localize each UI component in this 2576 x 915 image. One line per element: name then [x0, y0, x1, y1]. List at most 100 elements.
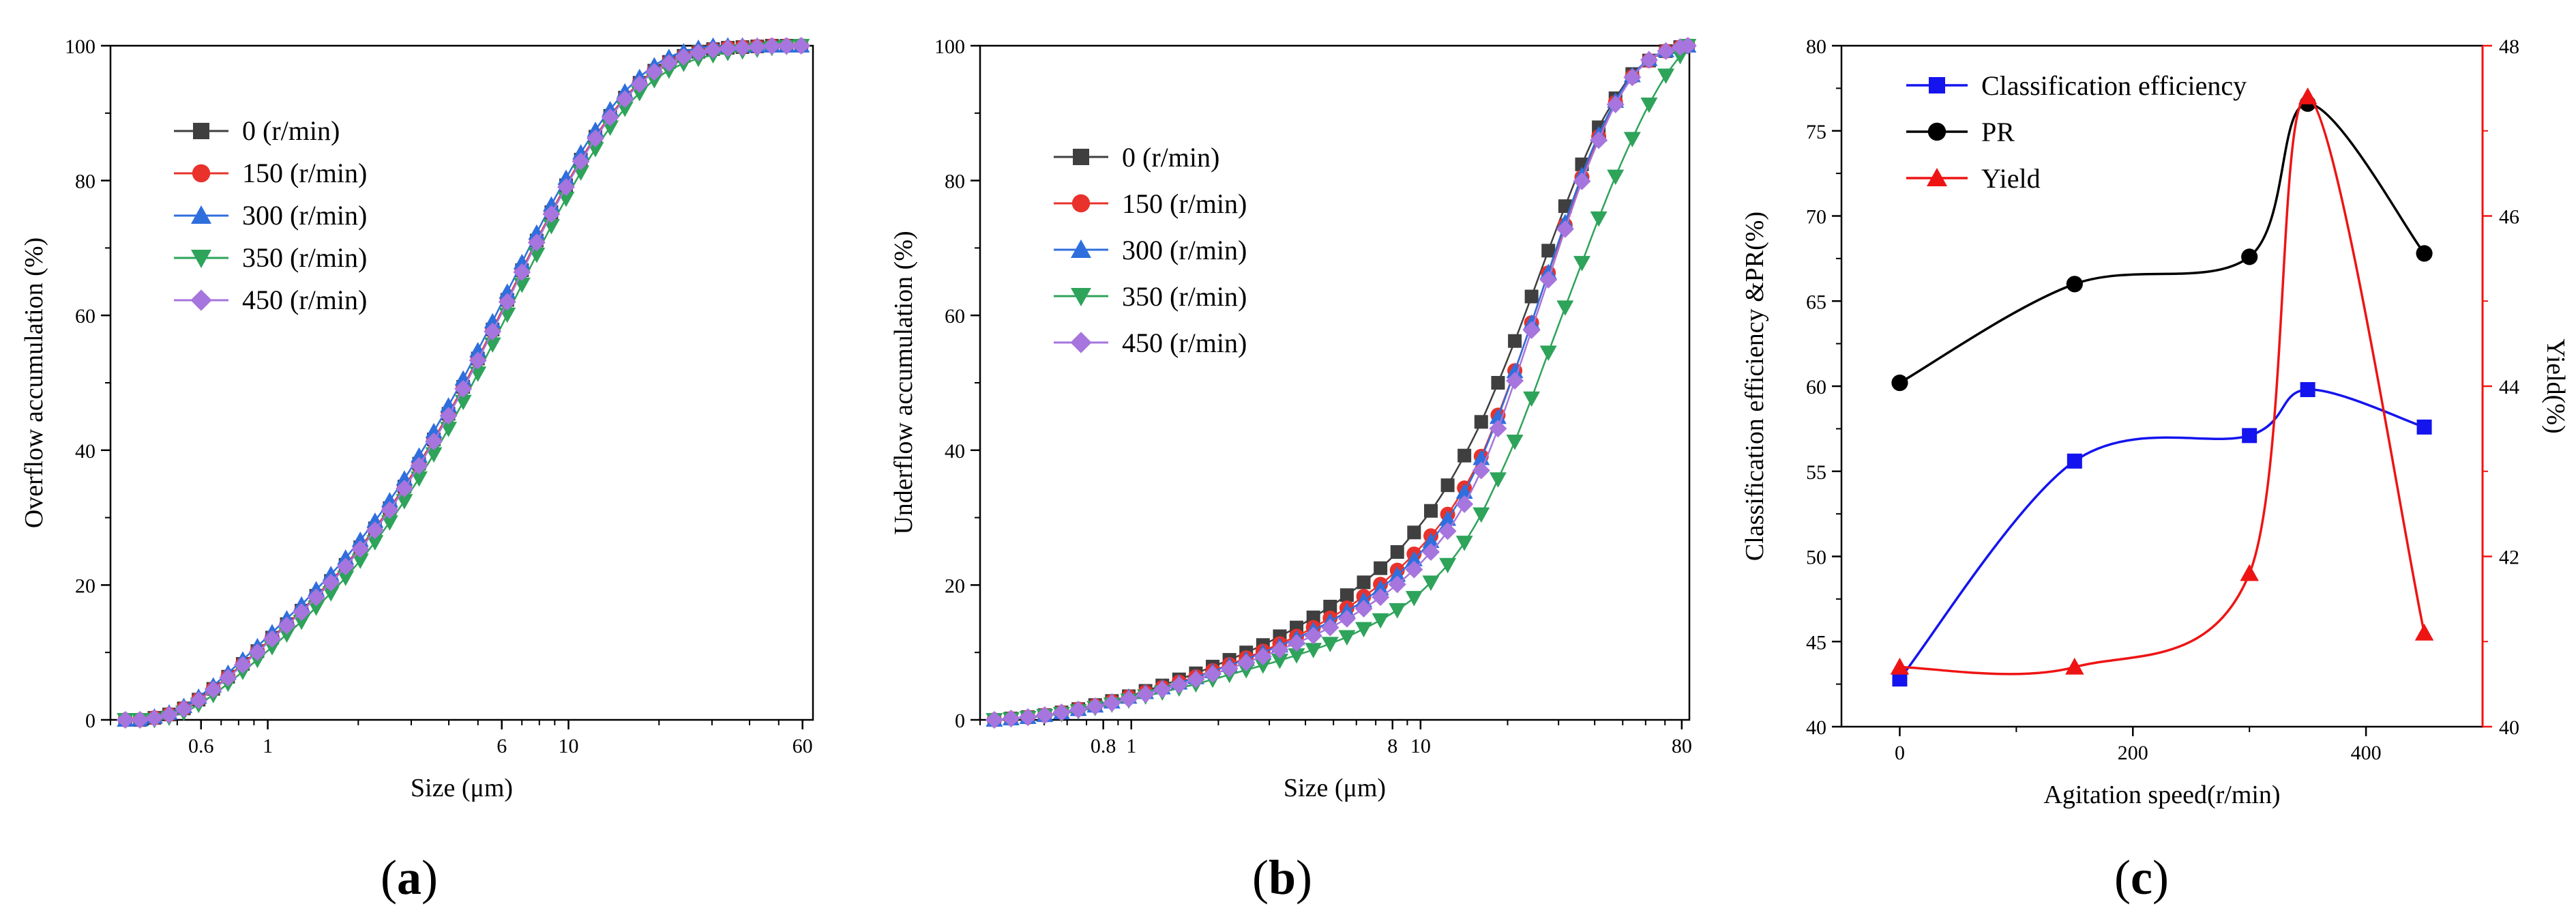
data-point [1474, 415, 1488, 429]
x-axis-label: Agitation speed(r/min) [2043, 781, 2280, 809]
data-point [1556, 220, 1574, 238]
data-point [2067, 453, 2082, 469]
data-point [1002, 710, 1020, 728]
data-point [763, 37, 781, 55]
data-point [704, 41, 722, 59]
data-point [1372, 613, 1389, 629]
legend-label: 450 (r/min) [1122, 328, 1247, 358]
data-point [587, 129, 605, 147]
legend-label: 0 (r/min) [242, 115, 340, 146]
data-point [2414, 624, 2434, 641]
panel-b: 0.8 1 8 10 80 0 20 40 60 80 100 Size (μm) Underflow … [889, 35, 1697, 802]
data-point [616, 90, 634, 108]
data-point [1607, 169, 1625, 186]
data-point [2416, 245, 2433, 262]
legend-label: 300 (r/min) [1122, 235, 1247, 265]
y-axis-label: Underflow accumulation (%) [889, 231, 918, 534]
data-point [1305, 643, 1322, 658]
data-point [1524, 289, 1539, 304]
panel-label-c-letter: c [2131, 850, 2152, 905]
panel-c: 0 200 400 40 45 50 55 60 65 70 75 80 Agitation speed… [1741, 35, 2570, 809]
data-point [631, 86, 649, 102]
legend-label: 0 (r/min) [1122, 142, 1219, 173]
data-point [689, 44, 707, 62]
legend-marker [193, 123, 209, 139]
data-point [395, 480, 413, 498]
y-tick-label: 80 [75, 171, 95, 193]
data-point [1374, 561, 1388, 575]
data-point [454, 394, 472, 411]
data-point [1440, 478, 1455, 493]
legend-marker [1929, 77, 1945, 93]
x-tick-label: 10 [559, 735, 579, 757]
data-point [1539, 345, 1557, 362]
legend-label: 450 (r/min) [242, 285, 367, 315]
data-point [248, 643, 267, 661]
data-point [263, 630, 281, 648]
data-point [1271, 641, 1289, 659]
legend-marker [1073, 149, 1089, 165]
series-line [1899, 96, 2426, 676]
data-point [1237, 654, 1256, 672]
legend-marker [1071, 239, 1091, 258]
data-point [1254, 658, 1272, 674]
data-point [131, 711, 149, 729]
y-axis-label: Overflow accumulation (%) [20, 237, 48, 528]
legend-label: 350 (r/min) [242, 242, 367, 273]
data-point [1288, 634, 1306, 652]
data-point [1439, 557, 1457, 574]
data-point [1405, 551, 1423, 566]
data-point [1220, 659, 1239, 678]
y-tick-label: 75 [1806, 121, 1826, 143]
data-point [1678, 37, 1697, 55]
data-point [1306, 610, 1320, 624]
data-point [1338, 630, 1356, 645]
legend-marker [191, 205, 211, 224]
y-tick-label: 20 [945, 575, 965, 597]
y-tick-label: 55 [1806, 461, 1826, 484]
data-point [145, 709, 164, 727]
data-point [645, 63, 664, 81]
data-point [1439, 510, 1457, 526]
data-point [542, 205, 561, 223]
data-point [293, 614, 310, 630]
data-point [425, 447, 443, 463]
data-point [1657, 68, 1675, 84]
data-point [278, 627, 295, 643]
data-point [1388, 575, 1406, 594]
y2-tick-label: 48 [2499, 35, 2519, 58]
data-point [1541, 244, 1556, 258]
data-point [204, 680, 222, 699]
y-tick-label: 0 [955, 710, 965, 732]
x-tick-label: 0.8 [1091, 735, 1116, 757]
legend-label: Classification efficiency [1981, 70, 2247, 101]
data-point [1422, 542, 1440, 561]
data-point [1271, 654, 1288, 669]
legend-marker [1927, 168, 1947, 186]
y2-axis-label: Yield(%) [2541, 338, 2570, 433]
panel-label-c: (c) [2114, 850, 2169, 905]
legend-marker [1071, 288, 1091, 306]
data-point [1304, 626, 1322, 645]
data-point [1539, 270, 1558, 289]
data-point [630, 75, 649, 93]
data-point [1035, 706, 1054, 725]
y2-tick-label: 40 [2499, 716, 2519, 739]
data-point [1187, 670, 1205, 688]
data-point [1523, 391, 1541, 407]
data-point [2240, 564, 2259, 581]
data-point [322, 573, 340, 592]
data-point [1457, 448, 1472, 463]
data-point [484, 322, 502, 340]
y-tick-label: 60 [1806, 376, 1826, 398]
y-tick-label: 80 [1806, 35, 1826, 58]
data-point [1657, 42, 1675, 60]
data-point [2298, 87, 2318, 104]
data-point [2416, 419, 2432, 435]
data-point [337, 570, 355, 586]
data-point [1136, 685, 1155, 703]
data-point [366, 521, 384, 540]
data-point [1890, 657, 1910, 675]
data-point [1556, 300, 1574, 316]
legend-marker [1071, 194, 1091, 213]
